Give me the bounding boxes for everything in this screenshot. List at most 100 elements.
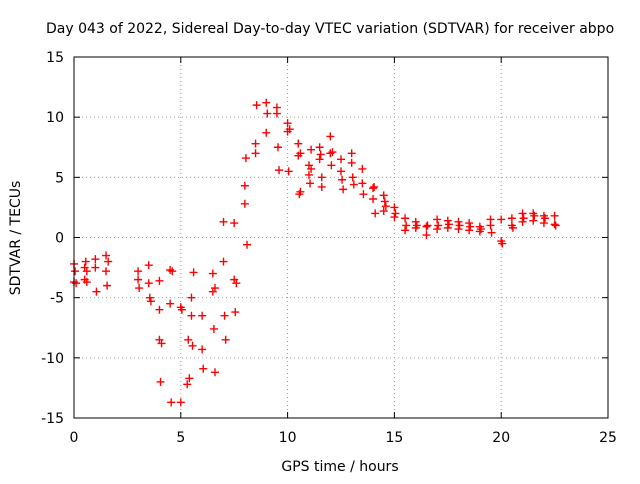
data-point: [422, 222, 431, 231]
x-tick-label: 0: [70, 430, 79, 446]
data-point: [498, 239, 507, 248]
y-tick-label: 0: [55, 231, 64, 247]
data-point: [263, 109, 272, 118]
data-point: [381, 202, 390, 211]
data-point: [379, 207, 388, 216]
x-tick-label: 25: [599, 430, 617, 446]
data-point: [390, 213, 399, 222]
data-point: [380, 197, 389, 206]
data-point: [167, 398, 176, 407]
data-point: [443, 223, 452, 232]
data-point: [296, 187, 305, 196]
data-point: [476, 225, 485, 234]
data-point: [465, 226, 474, 235]
data-point: [401, 226, 410, 235]
data-point: [92, 287, 101, 296]
data-point: [284, 167, 293, 176]
data-point: [508, 223, 517, 232]
data-point: [210, 368, 219, 377]
data-point: [103, 281, 112, 290]
data-point: [391, 209, 400, 218]
data-point: [358, 179, 367, 188]
data-point: [307, 145, 316, 154]
data-point: [337, 167, 345, 176]
data-point: [348, 173, 357, 182]
data-point: [369, 184, 378, 193]
y-tick-label: -15: [41, 411, 64, 427]
data-point: [168, 267, 177, 276]
data-point: [189, 268, 198, 277]
chart-title: Day 043 of 2022, Sidereal Day-to-day VTE…: [46, 21, 614, 37]
data-point: [176, 398, 185, 407]
data-point: [486, 221, 495, 230]
data-point: [199, 364, 208, 373]
data-point: [507, 214, 516, 223]
data-point: [529, 216, 538, 225]
data-point: [434, 221, 443, 230]
data-point: [135, 284, 144, 293]
data-point: [423, 221, 432, 230]
data-point: [317, 173, 326, 182]
data-point: [454, 217, 463, 226]
data-point: [155, 276, 164, 285]
data-point: [187, 311, 196, 320]
data-point: [220, 311, 229, 320]
x-tick-label: 5: [176, 430, 185, 446]
data-point: [550, 211, 559, 220]
y-tick-labels: -15 -10 -5 0 5 10 15: [41, 50, 64, 427]
data-point: [326, 132, 335, 141]
data-point: [82, 278, 91, 287]
data-point: [209, 324, 218, 333]
y-tick-label: 15: [46, 50, 64, 66]
data-point: [252, 101, 261, 110]
data-point: [487, 228, 496, 237]
data-point: [221, 335, 230, 344]
data-point: [219, 257, 228, 266]
x-tick-label: 10: [279, 430, 297, 446]
data-point: [283, 119, 292, 128]
data-point: [102, 267, 111, 276]
data-point: [262, 98, 271, 107]
data-point: [327, 161, 336, 170]
data-point: [240, 199, 249, 208]
data-point: [433, 225, 442, 234]
data-point: [412, 221, 421, 230]
data-point: [306, 179, 315, 188]
data-point: [166, 299, 175, 308]
data-point: [177, 305, 186, 314]
data-point: [455, 221, 464, 230]
data-point: [240, 181, 249, 190]
data-point: [251, 139, 260, 148]
data-points: [70, 98, 560, 407]
x-tick-label: 20: [492, 430, 510, 446]
data-point: [102, 251, 111, 260]
data-point: [81, 257, 90, 266]
data-point: [497, 215, 506, 224]
data-point: [379, 191, 388, 200]
data-point: [339, 185, 348, 194]
data-point: [91, 263, 100, 272]
data-point: [422, 231, 431, 240]
data-point: [307, 164, 316, 173]
x-tick-label: 15: [385, 430, 403, 446]
data-point: [251, 149, 260, 158]
data-point: [273, 143, 282, 152]
data-point: [145, 293, 154, 302]
x-axis-label: GPS time / hours: [281, 459, 398, 475]
data-point: [157, 339, 166, 348]
data-point: [304, 170, 313, 179]
data-point: [185, 374, 194, 383]
data-point: [444, 220, 453, 229]
y-axis-label: SDTVAR / TECUs: [8, 181, 24, 296]
data-point: [315, 143, 324, 152]
data-point: [156, 377, 165, 386]
data-point: [296, 149, 305, 158]
data-point: [338, 175, 347, 184]
data-point: [210, 284, 219, 293]
data-point: [349, 180, 358, 189]
data-point: [518, 209, 527, 218]
data-point: [144, 279, 153, 288]
data-point: [230, 219, 239, 228]
plot-frame: [73, 56, 609, 419]
